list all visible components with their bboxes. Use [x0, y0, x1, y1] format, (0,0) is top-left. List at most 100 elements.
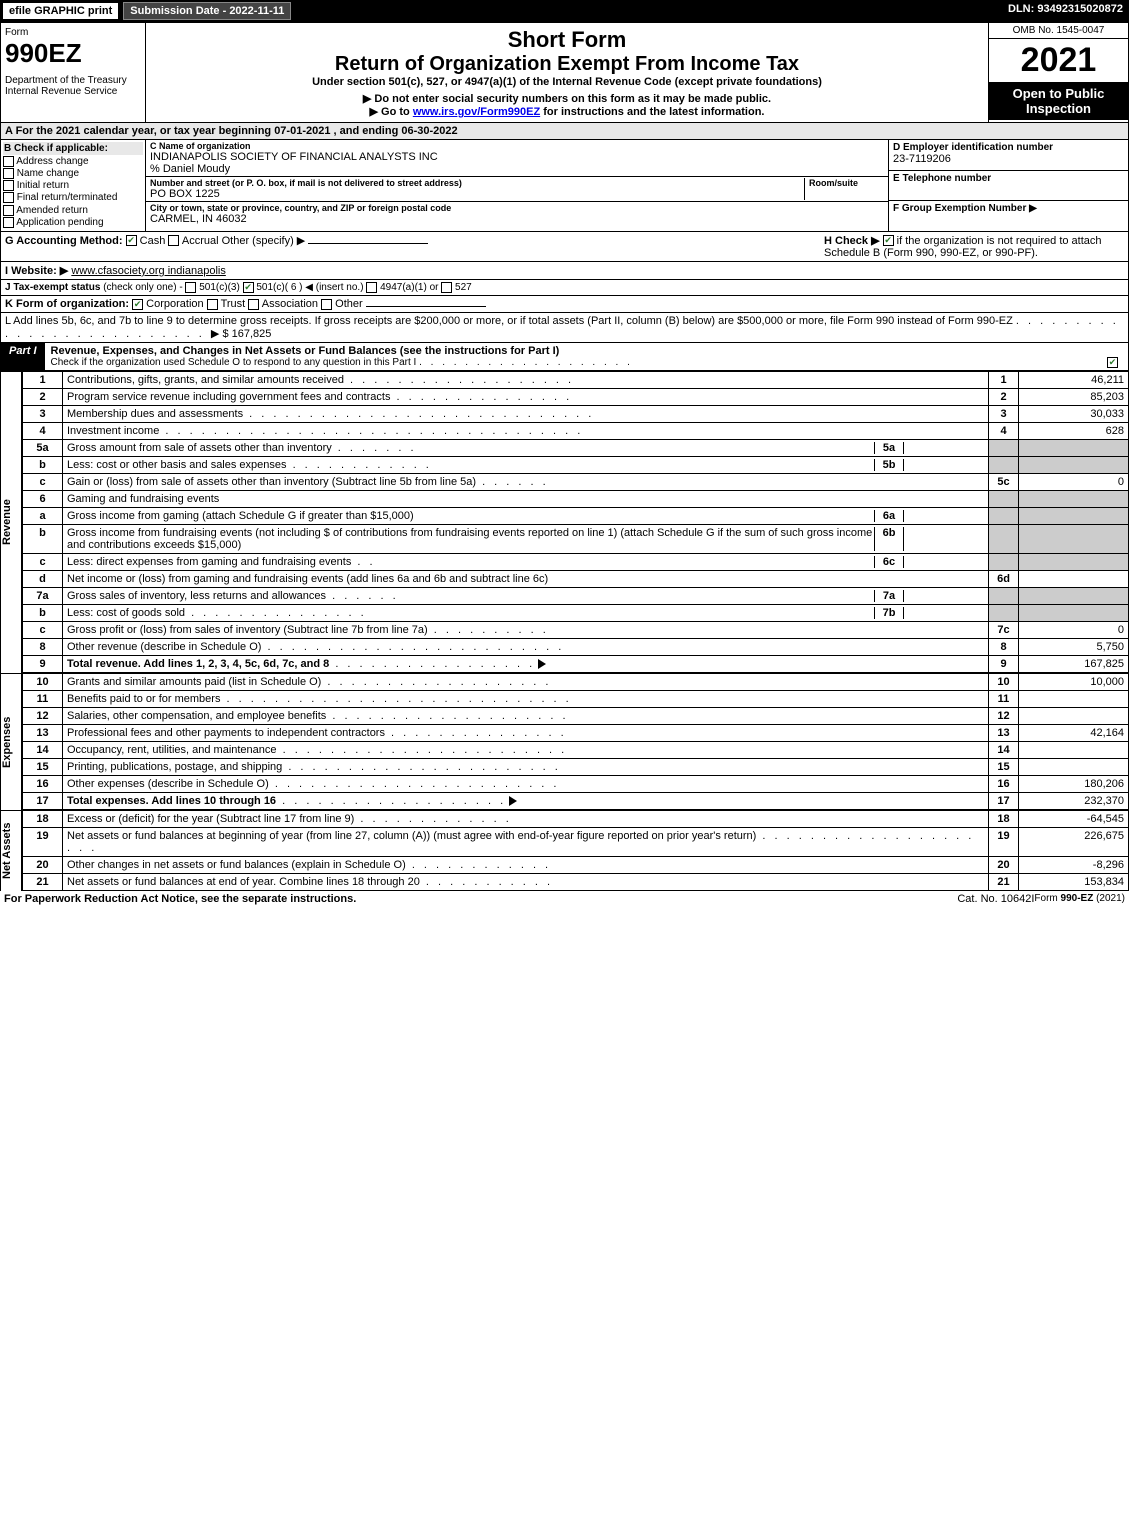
- expenses-table: 10Grants and similar amounts paid (list …: [22, 673, 1129, 810]
- line-6d: dNet income or (loss) from gaming and fu…: [23, 570, 1129, 587]
- tax-exempt-label: J Tax-exempt status: [5, 282, 100, 293]
- arrow-icon: [509, 796, 517, 806]
- final-return-checkbox[interactable]: [3, 192, 14, 203]
- line-15: 15Printing, publications, postage, and s…: [23, 758, 1129, 775]
- website-label: I Website: ▶: [5, 265, 68, 277]
- trust-checkbox[interactable]: [207, 299, 218, 310]
- 4947-checkbox[interactable]: [366, 282, 377, 293]
- line-16: 16Other expenses (describe in Schedule O…: [23, 775, 1129, 792]
- line-2: 2Program service revenue including gover…: [23, 388, 1129, 405]
- revenue-table: 1Contributions, gifts, grants, and simil…: [22, 371, 1129, 673]
- line-5a: 5aGross amount from sale of assets other…: [23, 439, 1129, 456]
- line-l-text: L Add lines 5b, 6c, and 7b to line 9 to …: [5, 315, 1013, 327]
- info-grid: B Check if applicable: Address change Na…: [0, 140, 1129, 232]
- phone-label: E Telephone number: [893, 173, 1124, 184]
- amended-return-checkbox[interactable]: [3, 205, 14, 216]
- paperwork-notice: For Paperwork Reduction Act Notice, see …: [4, 893, 957, 905]
- name-change-checkbox[interactable]: [3, 168, 14, 179]
- accounting-method-label: G Accounting Method:: [5, 235, 123, 247]
- row-k: K Form of organization: Corporation Trus…: [0, 296, 1129, 313]
- accrual-checkbox[interactable]: [168, 235, 179, 246]
- line-5b: bLess: cost or other basis and sales exp…: [23, 456, 1129, 473]
- line-18: 18Excess or (deficit) for the year (Subt…: [23, 810, 1129, 827]
- form-label: Form: [5, 27, 141, 38]
- other-org-checkbox[interactable]: [321, 299, 332, 310]
- initial-return-checkbox[interactable]: [3, 180, 14, 191]
- submission-date-button[interactable]: Submission Date - 2022-11-11: [123, 2, 291, 20]
- line-11: 11Benefits paid to or for members . . . …: [23, 690, 1129, 707]
- h-label: H Check ▶: [824, 235, 880, 247]
- cash-checkbox[interactable]: [126, 235, 137, 246]
- net-assets-section-label: Net Assets: [0, 810, 22, 891]
- form-ref: 990-EZ: [1061, 893, 1094, 904]
- efile-print-button[interactable]: efile GRAPHIC print: [2, 2, 119, 20]
- org-name: INDIANAPOLIS SOCIETY OF FINANCIAL ANALYS…: [150, 151, 884, 163]
- 501c-checkbox[interactable]: [243, 282, 254, 293]
- line-4: 4Investment income . . . . . . . . . . .…: [23, 422, 1129, 439]
- line-7b: bLess: cost of goods sold . . . . . . . …: [23, 604, 1129, 621]
- omb-number: OMB No. 1545-0047: [989, 23, 1128, 39]
- line-6a: aGross income from gaming (attach Schedu…: [23, 507, 1129, 524]
- form-header: Form 990EZ Department of the Treasury In…: [0, 22, 1129, 123]
- tax-year: 2021: [989, 39, 1128, 82]
- line-12: 12Salaries, other compensation, and empl…: [23, 707, 1129, 724]
- part-1-check-text: Check if the organization used Schedule …: [51, 357, 417, 368]
- line-6c: cLess: direct expenses from gaming and f…: [23, 553, 1129, 570]
- form-number: 990EZ: [5, 38, 141, 69]
- net-assets-table: 18Excess or (deficit) for the year (Subt…: [22, 810, 1129, 891]
- street-value: PO BOX 1225: [150, 188, 804, 200]
- line-9: 9Total revenue. Add lines 1, 2, 3, 4, 5c…: [23, 655, 1129, 672]
- line-1: 1Contributions, gifts, grants, and simil…: [23, 371, 1129, 388]
- association-checkbox[interactable]: [248, 299, 259, 310]
- line-7a: 7aGross sales of inventory, less returns…: [23, 587, 1129, 604]
- subtitle: Under section 501(c), 527, or 4947(a)(1)…: [150, 76, 984, 88]
- line-10: 10Grants and similar amounts paid (list …: [23, 673, 1129, 690]
- row-j: J Tax-exempt status (check only one) - 5…: [0, 280, 1129, 296]
- line-5c: cGain or (loss) from sale of assets othe…: [23, 473, 1129, 490]
- line-6: 6Gaming and fundraising events: [23, 490, 1129, 507]
- row-l: L Add lines 5b, 6c, and 7b to line 9 to …: [0, 313, 1129, 343]
- org-name-label: C Name of organization: [150, 141, 884, 151]
- street-label: Number and street (or P. O. box, if mail…: [150, 178, 804, 188]
- line-13: 13Professional fees and other payments t…: [23, 724, 1129, 741]
- line-19: 19Net assets or fund balances at beginni…: [23, 827, 1129, 856]
- ein-label: D Employer identification number: [893, 142, 1124, 153]
- top-bar: efile GRAPHIC print Submission Date - 20…: [0, 0, 1129, 22]
- inspection-label: Open to Public Inspection: [989, 82, 1128, 120]
- line-8: 8Other revenue (describe in Schedule O) …: [23, 638, 1129, 655]
- city-label: City or town, state or province, country…: [150, 203, 884, 213]
- schedule-o-checkbox[interactable]: [1107, 357, 1118, 368]
- irs-link[interactable]: www.irs.gov/Form990EZ: [413, 106, 540, 118]
- line-21: 21Net assets or fund balances at end of …: [23, 873, 1129, 890]
- line-17: 17Total expenses. Add lines 10 through 1…: [23, 792, 1129, 809]
- city-value: CARMEL, IN 46032: [150, 213, 884, 225]
- address-change-checkbox[interactable]: [3, 156, 14, 167]
- gross-receipts-amount: ▶ $ 167,825: [211, 328, 271, 340]
- dept-label: Department of the Treasury Internal Reve…: [5, 75, 141, 97]
- group-exemption-label: F Group Exemption Number ▶: [893, 203, 1124, 214]
- website-value: www.cfasociety.org indianapolis: [71, 265, 225, 277]
- ein-value: 23-7119206: [893, 153, 1124, 165]
- goto-note: ▶ Go to www.irs.gov/Form990EZ for instru…: [150, 105, 984, 118]
- line-6b: bGross income from fundraising events (n…: [23, 524, 1129, 553]
- room-label: Room/suite: [809, 178, 884, 188]
- dln-label: DLN: 93492315020872: [1002, 0, 1129, 22]
- line-3: 3Membership dues and assessments . . . .…: [23, 405, 1129, 422]
- ssn-note: ▶ Do not enter social security numbers o…: [150, 92, 984, 105]
- row-g-h: G Accounting Method: Cash Accrual Other …: [0, 232, 1129, 262]
- line-7c: cGross profit or (loss) from sales of in…: [23, 621, 1129, 638]
- catalog-number: Cat. No. 10642I: [957, 893, 1034, 905]
- revenue-section-label: Revenue: [0, 371, 22, 673]
- part-1-tab: Part I: [1, 343, 45, 370]
- expenses-section-label: Expenses: [0, 673, 22, 810]
- line-20: 20Other changes in net assets or fund ba…: [23, 856, 1129, 873]
- corporation-checkbox[interactable]: [132, 299, 143, 310]
- application-pending-checkbox[interactable]: [3, 217, 14, 228]
- line-14: 14Occupancy, rent, utilities, and mainte…: [23, 741, 1129, 758]
- 501c3-checkbox[interactable]: [185, 282, 196, 293]
- 527-checkbox[interactable]: [441, 282, 452, 293]
- page-footer: For Paperwork Reduction Act Notice, see …: [0, 891, 1129, 907]
- schedule-b-checkbox[interactable]: [883, 235, 894, 246]
- arrow-icon: [538, 659, 546, 669]
- row-i: I Website: ▶ www.cfasociety.org indianap…: [0, 262, 1129, 280]
